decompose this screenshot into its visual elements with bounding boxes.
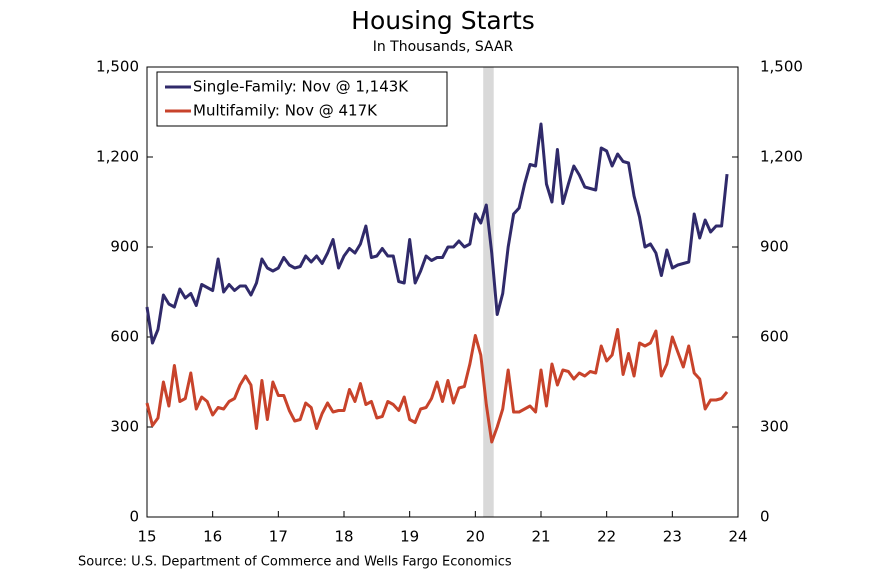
- y-tick-label: 1,500: [96, 58, 139, 76]
- series-line: [145, 328, 729, 444]
- y2-tick-label: 0: [760, 508, 770, 526]
- x-tick-label: 18: [334, 528, 353, 546]
- y-tick-label: 0: [129, 508, 139, 526]
- y2-tick-label: 1,200: [760, 148, 803, 166]
- series-line: [145, 122, 729, 345]
- y2-tick-label: 600: [760, 328, 789, 346]
- y-tick-label: 900: [110, 238, 139, 256]
- x-tick-label: 17: [269, 528, 288, 546]
- source-note: Source: U.S. Department of Commerce and …: [78, 555, 512, 570]
- y-tick-label: 300: [110, 418, 139, 436]
- y-tick-label: 1,200: [96, 148, 139, 166]
- legend-label: Multifamily: Nov @ 417K: [193, 102, 378, 120]
- x-tick-label: 23: [663, 528, 682, 546]
- legend-label: Single-Family: Nov @ 1,143K: [193, 78, 409, 96]
- x-tick-label: 24: [728, 528, 747, 546]
- chart-title: Housing Starts: [351, 6, 535, 35]
- plot-frame: [146, 66, 739, 518]
- y2-tick-label: 1,500: [760, 58, 803, 76]
- recession-shade: [483, 67, 494, 517]
- y-tick-label: 600: [110, 328, 139, 346]
- chart-subtitle: In Thousands, SAAR: [373, 39, 514, 55]
- x-tick-label: 15: [137, 528, 156, 546]
- y2-tick-label: 900: [760, 238, 789, 256]
- legend-box: [156, 71, 448, 127]
- x-tick-label: 22: [597, 528, 616, 546]
- x-tick-label: 19: [400, 528, 419, 546]
- x-tick-label: 16: [203, 528, 222, 546]
- x-tick-label: 21: [531, 528, 550, 546]
- y2-tick-label: 300: [760, 418, 789, 436]
- x-tick-label: 20: [466, 528, 485, 546]
